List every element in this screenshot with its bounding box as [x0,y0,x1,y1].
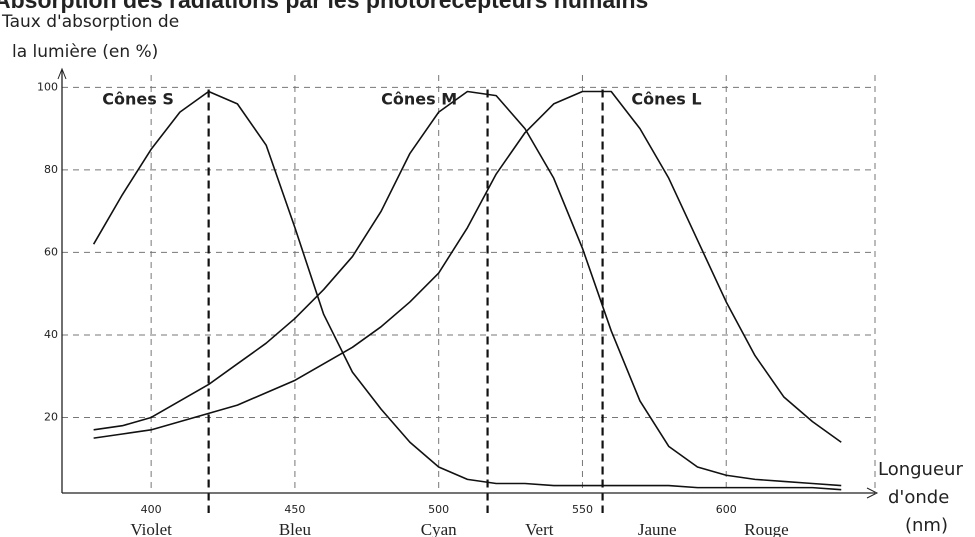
y-tick-label: 80 [44,163,58,176]
color-band-label: Violet [130,520,172,537]
y-tick-label: 20 [44,410,58,423]
color-band-label: Vert [525,520,554,537]
x-tick-label: 450 [284,503,305,516]
series-label: Cônes M [381,89,457,108]
x-axis-label: Longueur [878,459,963,480]
x-tick-label: 550 [572,503,593,516]
curve [93,90,842,487]
y-tick-label: 100 [37,80,58,93]
x-tick-label: 600 [716,503,737,516]
x-tick-label: 400 [141,503,162,516]
y-axis-label: Taux d'absorption de [1,12,179,32]
x-tick-label: 500 [428,503,449,516]
y-tick-label: 40 [44,328,58,341]
y-arrow [57,67,67,80]
series-label: Cônes L [631,89,701,108]
curve [93,90,842,443]
y-tick-label: 60 [44,245,58,258]
color-band-label: Rouge [744,520,788,537]
chart-title: Absorption des radiations par les photor… [0,0,648,13]
series-label: Cônes S [102,89,174,108]
color-band-label: Jaune [638,520,677,537]
x-axis-label: (nm) [905,515,948,536]
x-axis-label: d'onde [888,487,949,508]
curve [92,90,842,491]
x-arrow [866,487,879,499]
color-band-label: Bleu [279,520,312,537]
y-axis-label: la lumière (en %) [12,42,158,62]
color-band-label: Cyan [421,520,457,537]
